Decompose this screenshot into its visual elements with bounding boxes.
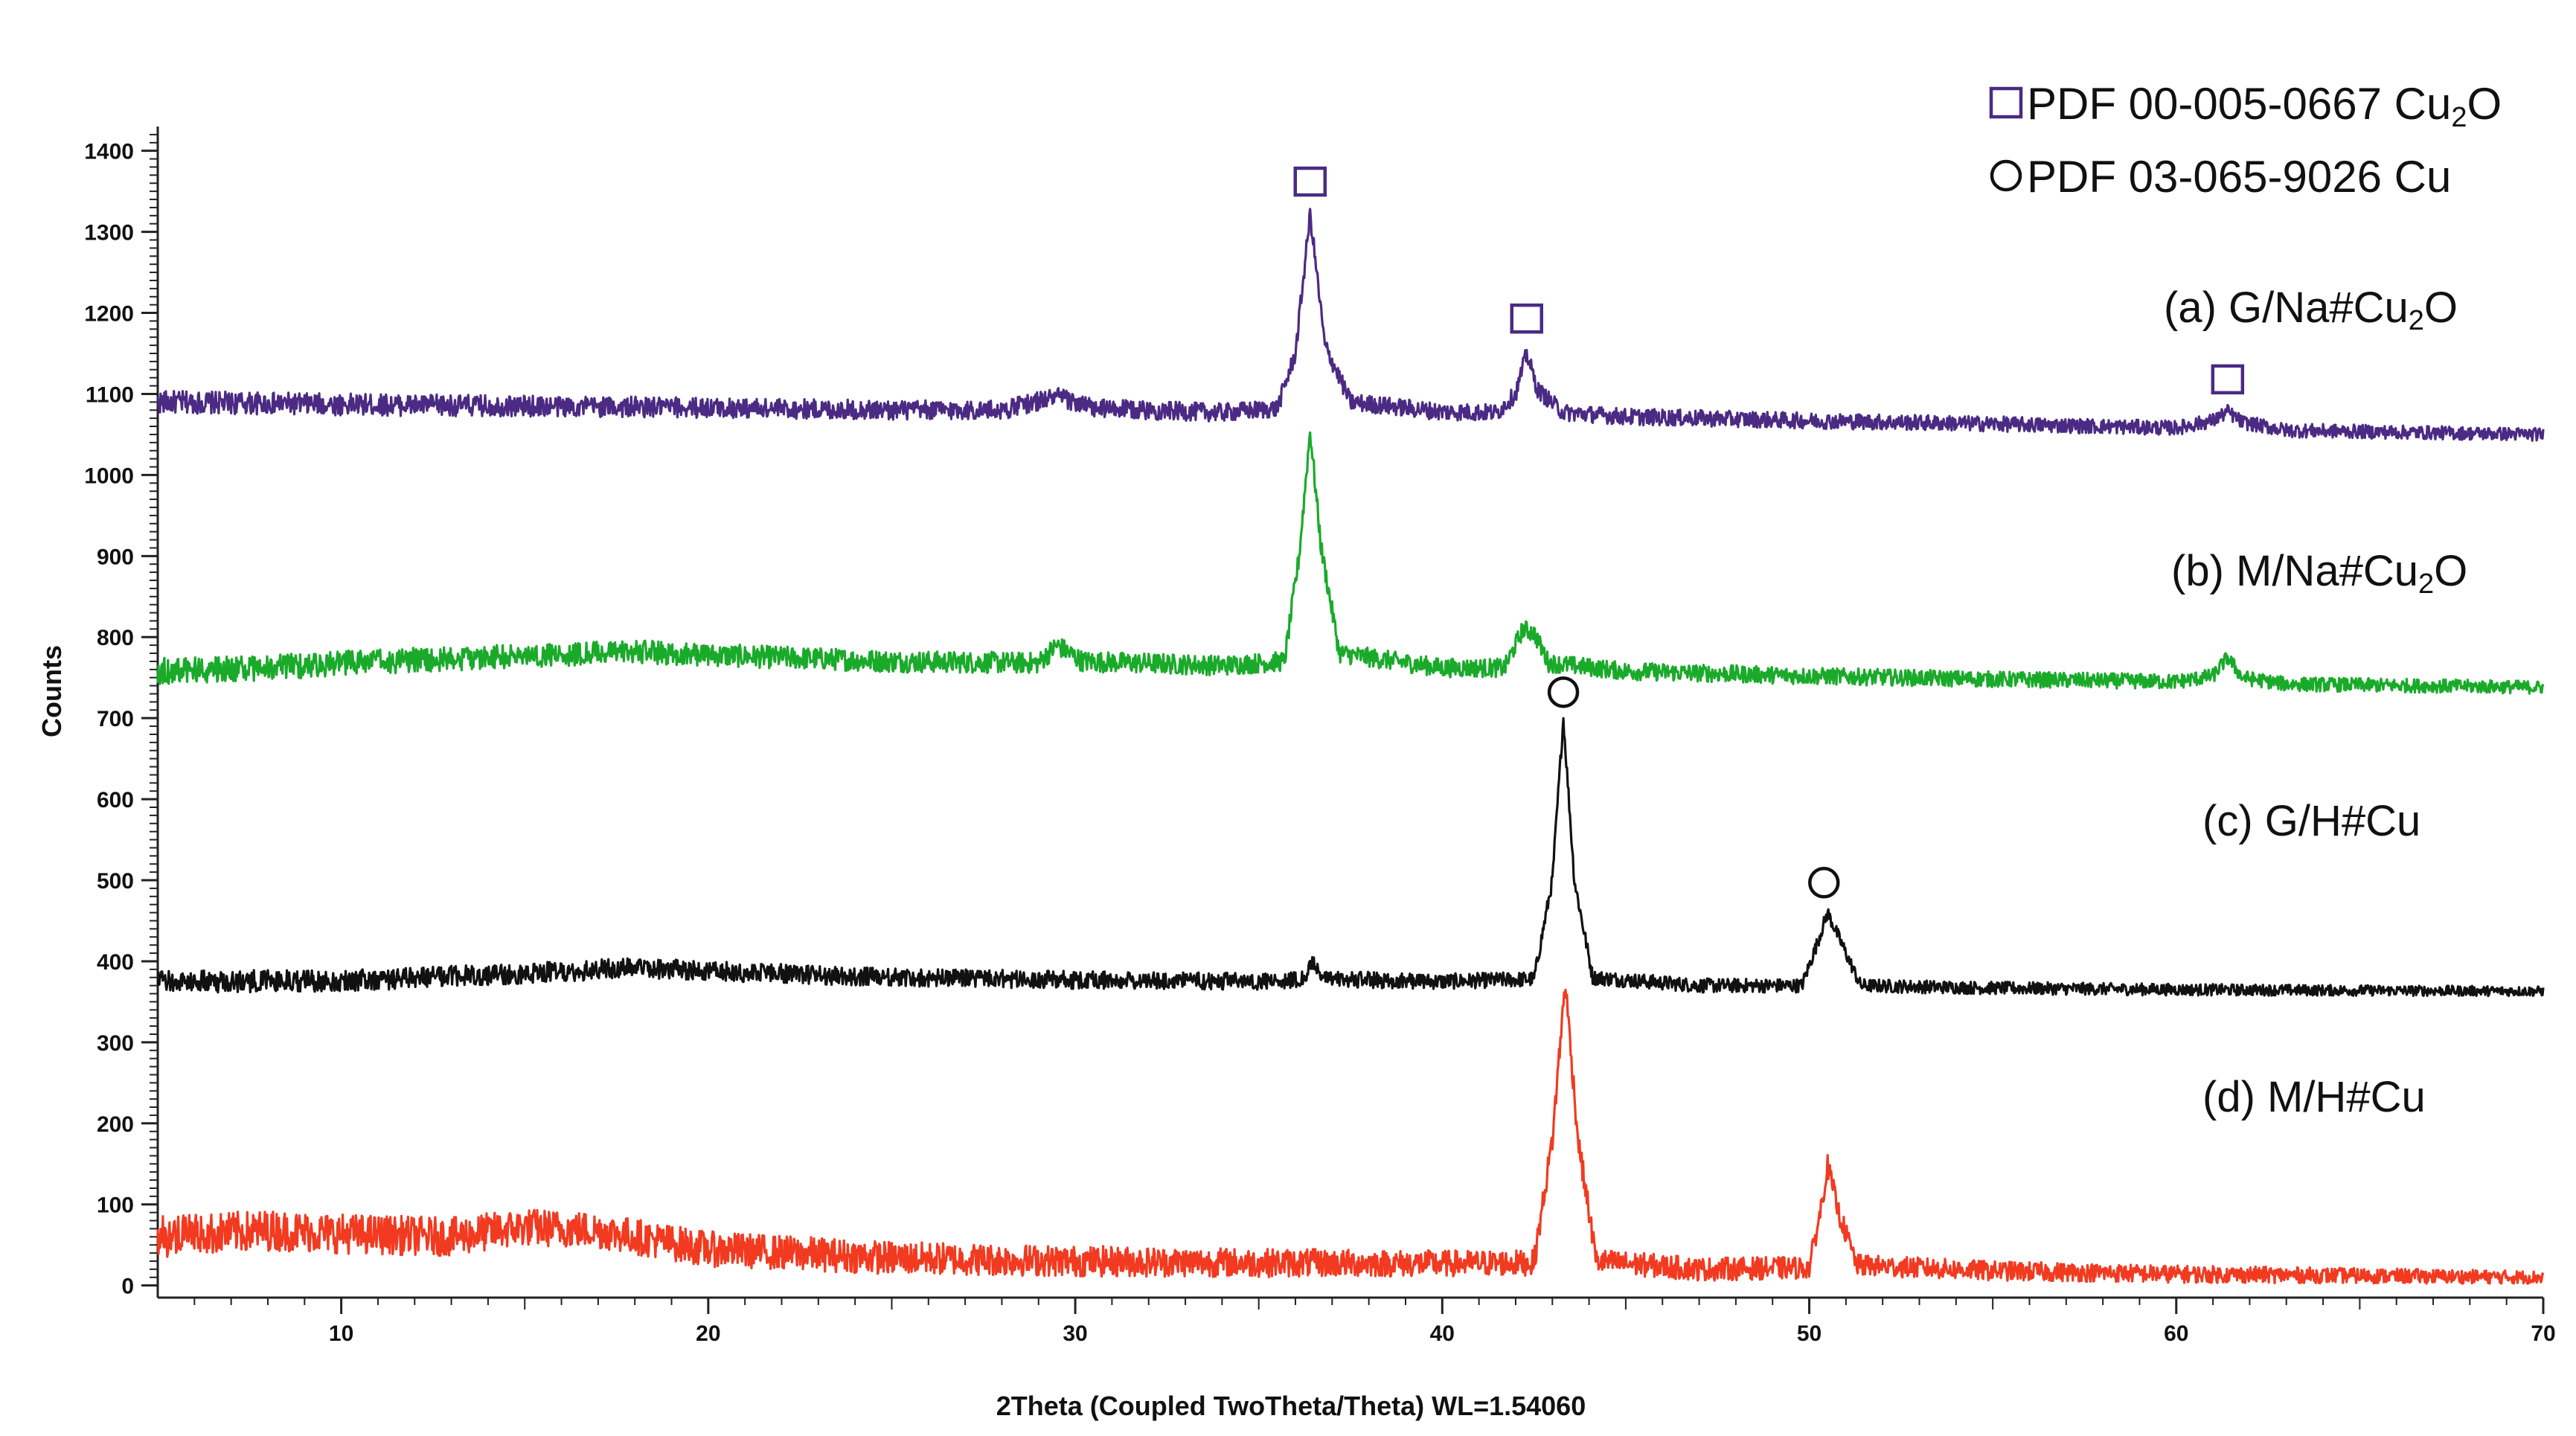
peak-markers	[1293, 166, 2245, 899]
y-tick-label: 700	[97, 707, 134, 731]
x-tick-label: 60	[2164, 1321, 2188, 1346]
y-tick-label: 100	[97, 1193, 134, 1218]
y-tick-label: 1400	[84, 140, 134, 164]
axes: 0 100 200 300 400 500 600 700 800 900 1000 1100 1200…	[84, 126, 2556, 1346]
y-tick-label: 1200	[84, 302, 134, 327]
x-tick-label: 50	[1797, 1321, 1822, 1346]
y-tick-label: 200	[97, 1112, 134, 1137]
y-tick-label: 300	[97, 1031, 134, 1056]
series-label-4: (d) M/H#Cu	[2202, 1073, 2426, 1121]
cu2o-peak-marker	[1293, 166, 1327, 197]
y-tick-label: 900	[97, 545, 134, 569]
series-label-1: (a) G/Na#Cu2O	[2164, 283, 2458, 336]
cu2o-peak-marker	[1510, 303, 1544, 334]
legend: PDF 00-005-0667 Cu2O PDF 03-065-9026 Cu	[1989, 79, 2502, 202]
legend-label-1: PDF 00-005-0667 Cu2O	[2027, 79, 2502, 133]
y-tick-label: 400	[97, 950, 134, 975]
cu-peak-marker	[1547, 676, 1580, 708]
x-tick-label: 30	[1063, 1321, 1087, 1346]
series-label-3: (c) G/H#Cu	[2202, 797, 2420, 845]
x-tick-label: 40	[1430, 1321, 1455, 1346]
cu2o-peak-marker	[2211, 364, 2245, 395]
y-tick-label: 600	[97, 788, 134, 812]
x-axis-title: 2Theta (Coupled TwoTheta/Theta) WL=1.540…	[996, 1391, 1586, 1421]
series-line-1	[156, 208, 2545, 442]
y-tick-label: 0	[121, 1275, 134, 1299]
y-axis-title: Counts	[36, 645, 67, 737]
series-line-4	[156, 988, 2545, 1285]
y-tick-label: 1300	[84, 221, 134, 246]
series-line-2	[156, 431, 2545, 695]
legend-label-2: PDF 03-065-9026 Cu	[2027, 152, 2451, 202]
y-tick-label: 500	[97, 869, 134, 894]
x-tick-label: 70	[2531, 1321, 2555, 1346]
series-group	[156, 208, 2545, 1285]
series-labels: (a) G/Na#Cu2O (b) M/Na#Cu2O (c) G/H#Cu (d) …	[2164, 283, 2467, 1121]
legend-square-icon	[1989, 86, 2023, 119]
legend-circle-icon	[1990, 159, 2022, 192]
y-tick-label: 800	[97, 626, 134, 650]
cu-peak-marker	[1808, 867, 1840, 899]
series-label-2: (b) M/Na#Cu2O	[2171, 547, 2467, 600]
y-tick-label: 1100	[86, 382, 134, 407]
x-tick-label: 10	[329, 1321, 353, 1346]
series-line-3	[156, 717, 2545, 998]
x-tick-label: 20	[696, 1321, 720, 1346]
y-tick-label: 1000	[84, 464, 134, 488]
